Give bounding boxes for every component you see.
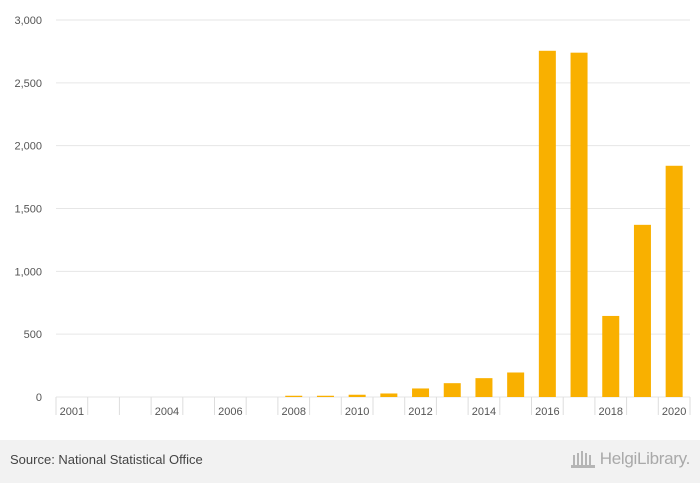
y-tick-label: 500	[24, 329, 42, 341]
gridlines	[56, 19, 690, 398]
x-tick-label: 2014	[472, 406, 496, 418]
x-axis-ticks: 2001 2004 2006 2008 2010 2012 2014 2016 2018 2020	[55, 397, 691, 418]
bar-2019	[633, 224, 651, 397]
x-tick-label: 2020	[662, 406, 686, 418]
bar-2016	[538, 50, 556, 398]
y-tick-label: 1,000	[14, 266, 42, 278]
logo-text: HelgiLibrary.	[599, 449, 691, 468]
bar-2017	[570, 52, 588, 397]
y-tick-label: 1,500	[14, 204, 42, 216]
x-tick-label: 2001	[60, 406, 84, 418]
library-icon	[570, 451, 595, 468]
y-tick-label: 2,500	[14, 78, 42, 90]
y-tick-label: 3,000	[14, 15, 42, 27]
bar-2010	[348, 394, 366, 397]
x-tick-label: 2008	[282, 406, 306, 418]
x-tick-label: 2018	[599, 406, 623, 418]
bar-2015	[507, 372, 525, 397]
bar-2011	[380, 393, 398, 397]
bar-2012	[412, 388, 430, 397]
bars	[285, 50, 683, 398]
x-tick-label: 2012	[408, 406, 432, 418]
x-tick-label: 2016	[535, 406, 559, 418]
helgilibrary-logo[interactable]: HelgiLibrary.	[570, 449, 691, 469]
bar-2008	[285, 395, 303, 397]
y-axis-ticks: 0 500 1,000 1,500 2,000 2,500 3,000	[14, 15, 42, 404]
source-note: Source: National Statistical Office	[10, 452, 203, 467]
bar-2018	[602, 315, 620, 397]
footer: Source: National Statistical Office Helg…	[0, 440, 700, 483]
x-tick-label: 2004	[155, 406, 179, 418]
x-tick-label: 2010	[345, 406, 369, 418]
x-tick-label: 2006	[218, 406, 242, 418]
bar-2020	[665, 165, 683, 397]
y-tick-label: 2,000	[14, 141, 42, 153]
bar-2009	[316, 395, 334, 397]
bar-2014	[475, 378, 493, 397]
bar-2013	[443, 383, 461, 397]
y-tick-label: 0	[36, 392, 42, 404]
